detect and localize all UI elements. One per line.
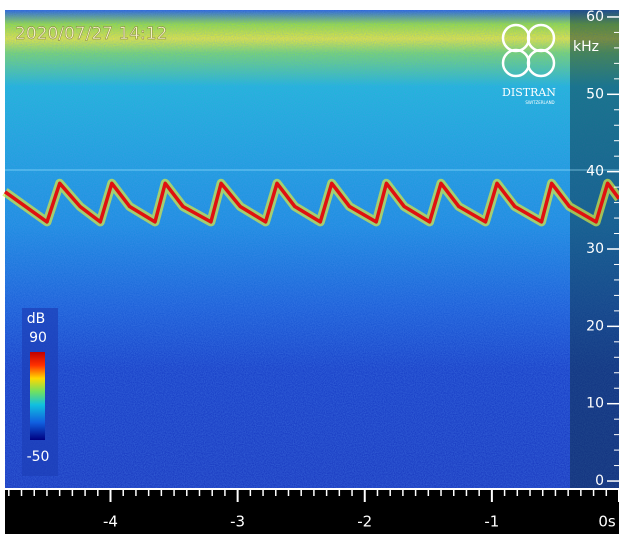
y-tick-label: 30 [586, 241, 604, 257]
x-tick-label: -4 [103, 513, 118, 531]
y-tick-label: 60 [586, 9, 604, 25]
colorbar-gradient [30, 352, 45, 440]
spectrogram-noise [5, 10, 619, 488]
y-tick-label: 0 [595, 473, 604, 489]
y-axis-label: kHz [573, 39, 599, 55]
x-tick-label: -1 [484, 513, 499, 531]
plot-area [5, 10, 619, 488]
y-tick-label: 40 [586, 164, 604, 180]
y-tick-label: 10 [586, 396, 604, 412]
x-tick-label: 0s [598, 513, 616, 531]
page: 2020/07/27 14:12 DISTRAN SWITZERLAND kHz… [0, 0, 619, 534]
spectrogram-view: 2020/07/27 14:12 DISTRAN SWITZERLAND kHz… [0, 0, 619, 534]
y-tick-label: 20 [586, 318, 604, 334]
x-tick-label: -2 [357, 513, 372, 531]
x-tick-label: -3 [230, 513, 245, 531]
colorbar-tick-label: -50 [27, 449, 50, 465]
colorbar-tick-label: 90 [29, 330, 47, 346]
colorbar-label: dB [27, 311, 46, 327]
timestamp: 2020/07/27 14:12 [15, 24, 167, 44]
logo-subtext: SWITZERLAND [525, 100, 554, 105]
y-tick-label: 50 [586, 86, 604, 102]
logo-text: DISTRAN [502, 86, 556, 99]
